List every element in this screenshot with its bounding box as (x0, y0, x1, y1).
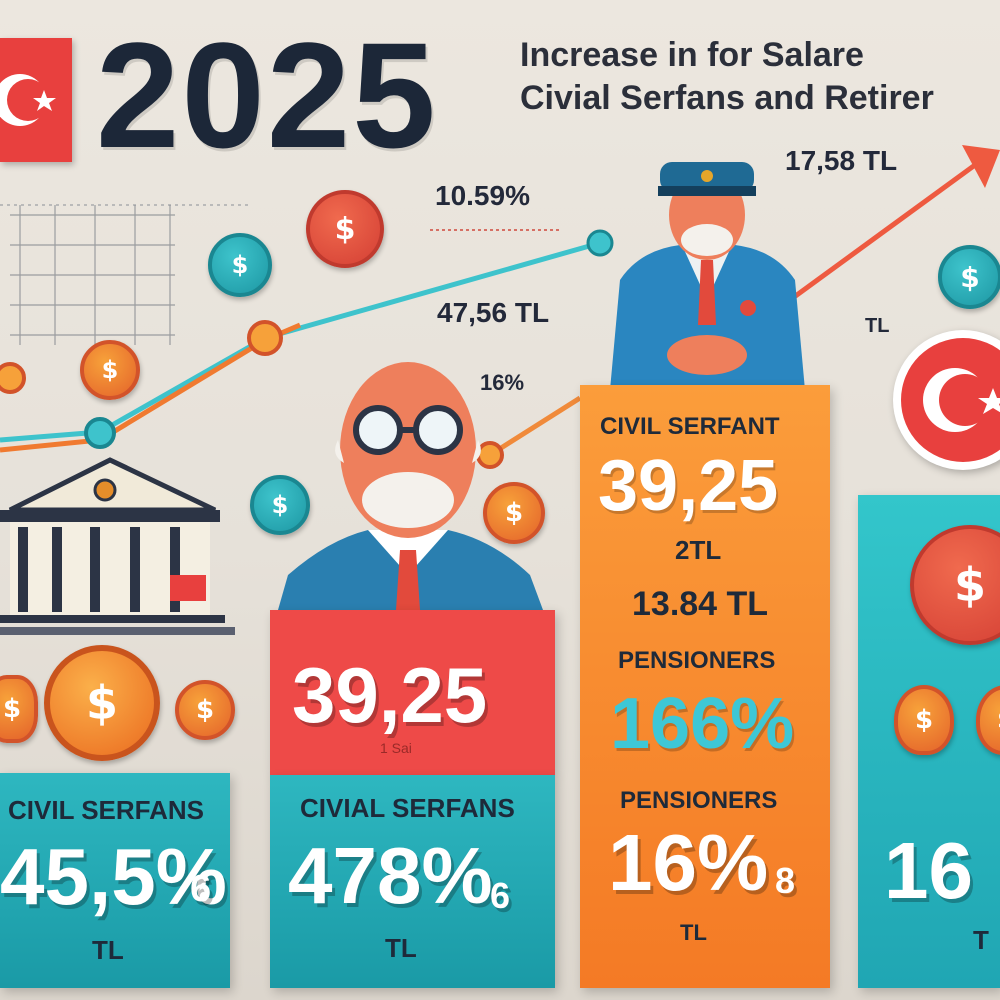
panel-sub: 2TL (675, 535, 722, 565)
callout-top-right-value: 17,58 TL (785, 145, 898, 176)
crescent-star-icon (901, 338, 1000, 462)
panel-suffix: 6 (190, 868, 212, 910)
panel-sub: 1 Sai (380, 740, 412, 756)
panel-pct-2: 16% (608, 818, 769, 907)
callout-pct-top: 10.59% (435, 180, 530, 211)
headline-line-2: Civial Serfans and Retirer (520, 79, 934, 117)
panel-value: 16 (884, 826, 973, 915)
dollar-coin-icon: $ (44, 645, 160, 761)
year-title: 2025 (96, 11, 438, 179)
panel-amount: 13.84 TL (632, 585, 769, 623)
panel-label: CIVIAL SERFANS (300, 793, 515, 823)
panel-label: CIVIL SERFANT (600, 413, 780, 440)
callout-mid-value: 47,56 TL (437, 297, 550, 328)
retiree-man-illustration (278, 362, 543, 610)
panel-unit: TL (385, 933, 417, 963)
turkey-flag (0, 38, 72, 162)
dollar-coin-icon: $ (0, 675, 38, 743)
headline: Increase in for Salare Civial Serfans an… (520, 36, 1000, 118)
dollar-drop-icon: $ (894, 685, 954, 755)
bank-building-icon (0, 457, 235, 635)
panel-civil-serfant-pensioners: CIVIL SERFANT 39,25 2TL 13.84 TL PENSION… (580, 385, 830, 988)
arrow-head (962, 145, 1000, 188)
panel-label: CIVIL SERFANS (8, 795, 205, 825)
headline-line-1: Increase in for Salare (520, 36, 864, 74)
panel-unit: T (973, 925, 989, 955)
panel-value: 39,25 (292, 651, 488, 739)
turkey-flag-badge (893, 330, 1000, 470)
panel-label-3: PENSIONERS (620, 787, 778, 814)
callout-small-pct: 16% (480, 370, 525, 395)
dollar-coin-icon: $ (306, 190, 384, 268)
panel-value: 478% (288, 831, 493, 920)
panel-civial-serfans-center: CIVIAL SERFANS 478% 6 TL (270, 775, 555, 988)
panel-red-value: 39,25 1 Sai (270, 610, 555, 775)
panel-label-2: PENSIONERS (618, 647, 776, 674)
dollar-coin-icon: $ (910, 525, 1000, 645)
dollar-coin-icon: $ (208, 233, 272, 297)
red-trend-line (788, 162, 977, 303)
panel-unit: TL (680, 920, 707, 945)
teal-trend-line (0, 240, 601, 443)
orange-trend-line (0, 322, 301, 453)
dollar-coin-icon: $ (483, 482, 545, 544)
panel-pct: 166% (610, 684, 795, 764)
dollar-coin-icon: $ (175, 680, 235, 740)
panel-value: 39,25 (598, 446, 779, 526)
panel-value: 45,5% (0, 832, 227, 921)
dollar-coin-icon: $ (250, 475, 310, 535)
callout-small-tl: TL (865, 315, 890, 337)
panel-suffix: 6 (490, 875, 511, 916)
civil-servant-officer-illustration (610, 162, 805, 390)
grid-lines (10, 205, 175, 345)
panel-right: $ $ $ 16 T (858, 495, 1000, 988)
crescent-star-icon (0, 74, 56, 126)
panel-unit: TL (92, 935, 124, 965)
dollar-drop-icon: $ (976, 685, 1000, 755)
panel-suffix: 8 (775, 860, 796, 901)
panel-civil-serfans-left: CIVIL SERFANS 45,5% 6 TL (0, 773, 230, 988)
dollar-coin-icon: $ (938, 245, 1000, 309)
dollar-coin-icon: $ (80, 340, 140, 400)
